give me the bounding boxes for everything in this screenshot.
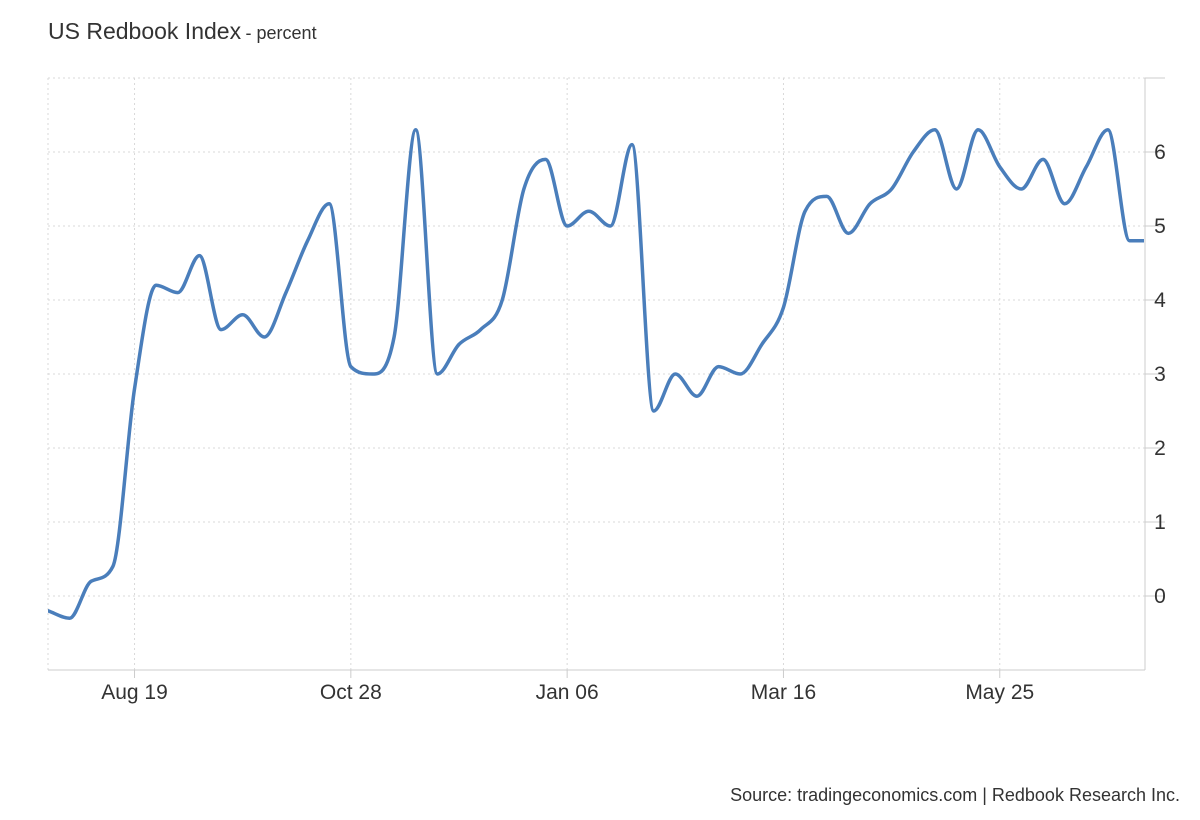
- series-line: [48, 128, 1144, 620]
- x-tick-label: Oct 28: [320, 681, 382, 704]
- source-note: Source: tradingeconomics.com | Redbook R…: [730, 785, 1180, 805]
- y-tick-label: 1: [1154, 511, 1166, 534]
- y-tick-label: 6: [1154, 141, 1166, 164]
- chart-subtitle: - percent: [245, 23, 317, 43]
- x-tick-label: Aug 19: [101, 681, 168, 704]
- x-tick-label: Mar 16: [751, 681, 816, 704]
- y-tick-label: 2: [1154, 437, 1166, 460]
- x-tick-label: Jan 06: [536, 681, 599, 704]
- y-tick-label: 3: [1154, 363, 1166, 386]
- grid: [47, 77, 1145, 670]
- axes: [48, 77, 1165, 678]
- y-tick-label: 5: [1154, 215, 1166, 238]
- series: [48, 128, 1144, 620]
- chart-title-block: US Redbook Index - percent: [48, 18, 317, 45]
- chart-title: US Redbook Index: [48, 18, 242, 44]
- tick-labels: 0 1 2 3 4 5 6 Aug 19 Oct 28 Jan 06 Mar 16 May 25: [101, 141, 1166, 704]
- y-tick-label: 4: [1154, 289, 1166, 312]
- y-tick-label: 0: [1154, 585, 1166, 608]
- x-tick-label: May 25: [965, 681, 1034, 704]
